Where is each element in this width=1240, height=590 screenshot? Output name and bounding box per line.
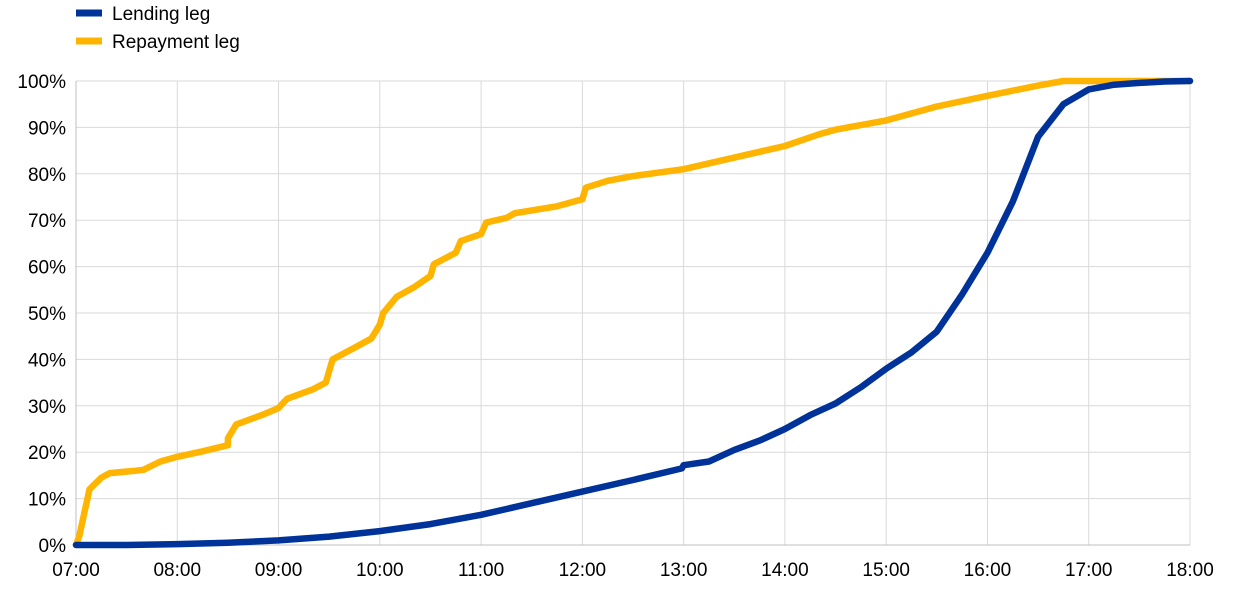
y-tick-label: 90% <box>28 118 66 139</box>
y-tick-label: 50% <box>28 304 66 325</box>
y-tick-label: 60% <box>28 258 66 279</box>
x-tick-label: 13:00 <box>660 560 708 581</box>
legend-label-repayment: Repayment leg <box>112 32 240 53</box>
legend-label-lending: Lending leg <box>112 4 210 25</box>
y-tick-label: 20% <box>28 443 66 464</box>
x-tick-label: 09:00 <box>255 560 303 581</box>
x-tick-label: 14:00 <box>761 560 809 581</box>
x-tick-label: 10:00 <box>356 560 404 581</box>
y-tick-label: 40% <box>28 350 66 371</box>
series-lines <box>72 77 1194 549</box>
x-tick-label: 11:00 <box>458 560 504 581</box>
y-tick-label: 30% <box>28 397 66 418</box>
y-tick-label: 0% <box>39 536 67 557</box>
series-line-repayment <box>72 77 1194 549</box>
y-tick-label: 80% <box>28 165 66 186</box>
x-tick-label: 08:00 <box>153 560 201 581</box>
gridlines <box>76 80 1191 545</box>
y-tick-label: 100% <box>17 72 66 93</box>
x-tick-label: 18:00 <box>1166 560 1214 581</box>
x-tick-label: 07:00 <box>52 560 100 581</box>
y-tick-label: 10% <box>28 490 66 511</box>
legend: Lending leg Repayment leg <box>76 4 240 53</box>
x-tick-label: 16:00 <box>964 560 1012 581</box>
x-tick-label: 15:00 <box>862 560 910 581</box>
x-tick-labels: 07:00 08:00 09:00 10:00 11:00 12:00 13:00 14:00… <box>52 560 1214 581</box>
axes <box>75 81 1190 546</box>
x-tick-label: 12:00 <box>559 560 607 581</box>
series-line-lending <box>72 77 1194 549</box>
y-tick-label: 70% <box>28 211 66 232</box>
y-tick-labels: 0% 10% 20% 30% 40% 50% 60% 70% 80% 90% 100% <box>17 72 66 557</box>
x-tick-label: 17:00 <box>1065 560 1113 581</box>
